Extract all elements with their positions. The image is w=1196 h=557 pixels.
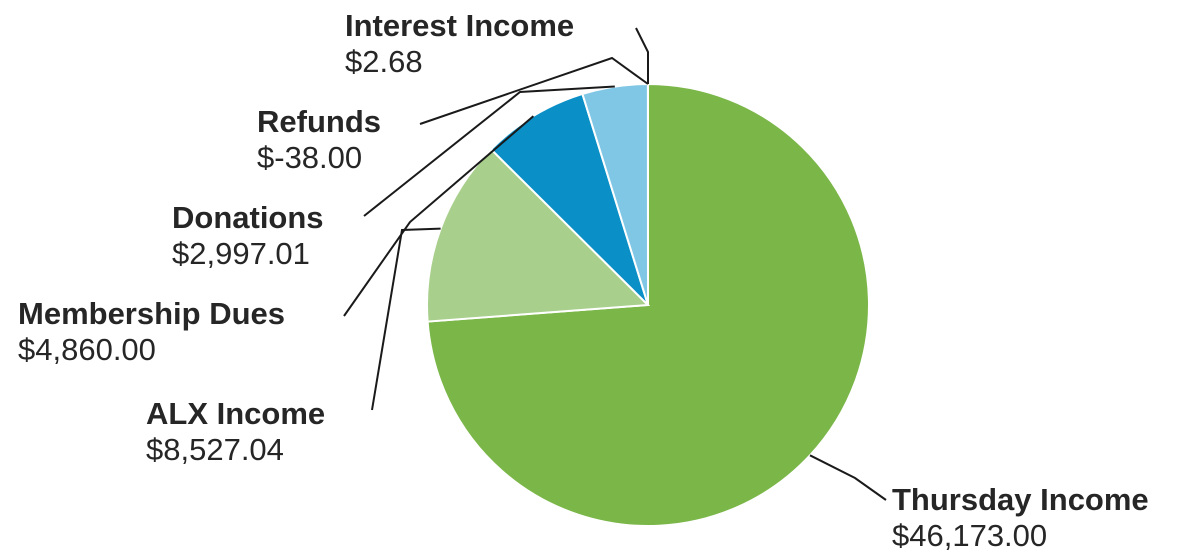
label-membership-dues: Membership Dues $4,860.00 <box>18 296 285 367</box>
slice-label-alx-income: ALX Income <box>146 396 325 431</box>
leader-line-membership-dues <box>343 115 535 317</box>
slice-label-donations: Donations <box>172 200 324 235</box>
slice-value-thursday-income: $46,173.00 <box>892 518 1047 553</box>
slice-value-refunds: $-38.00 <box>257 140 362 175</box>
label-interest-income: Interest Income $2.68 <box>345 8 574 79</box>
slice-label-membership-dues: Membership Dues <box>18 296 285 331</box>
leader-line-refunds <box>419 56 649 125</box>
leader-line-thursday-income <box>809 454 887 501</box>
label-thursday-income: Thursday Income $46,173.00 <box>892 482 1149 553</box>
leader-line-alx-income <box>371 227 441 411</box>
leader-lines <box>343 27 887 501</box>
slice-label-interest-income: Interest Income <box>345 8 574 43</box>
slice-label-thursday-income: Thursday Income <box>892 482 1149 517</box>
leader-line-interest-income <box>635 27 649 84</box>
slice-value-alx-income: $8,527.04 <box>146 432 284 467</box>
slice-value-donations: $2,997.01 <box>172 236 310 271</box>
label-refunds: Refunds $-38.00 <box>257 104 381 175</box>
slice-label-refunds: Refunds <box>257 104 381 139</box>
leader-line-donations <box>363 85 615 217</box>
label-donations: Donations $2,997.01 <box>172 200 324 271</box>
pie-slices <box>426 82 870 527</box>
slice-value-interest-income: $2.68 <box>345 44 423 79</box>
label-alx-income: ALX Income $8,527.04 <box>146 396 325 467</box>
slice-value-membership-dues: $4,860.00 <box>18 332 156 367</box>
